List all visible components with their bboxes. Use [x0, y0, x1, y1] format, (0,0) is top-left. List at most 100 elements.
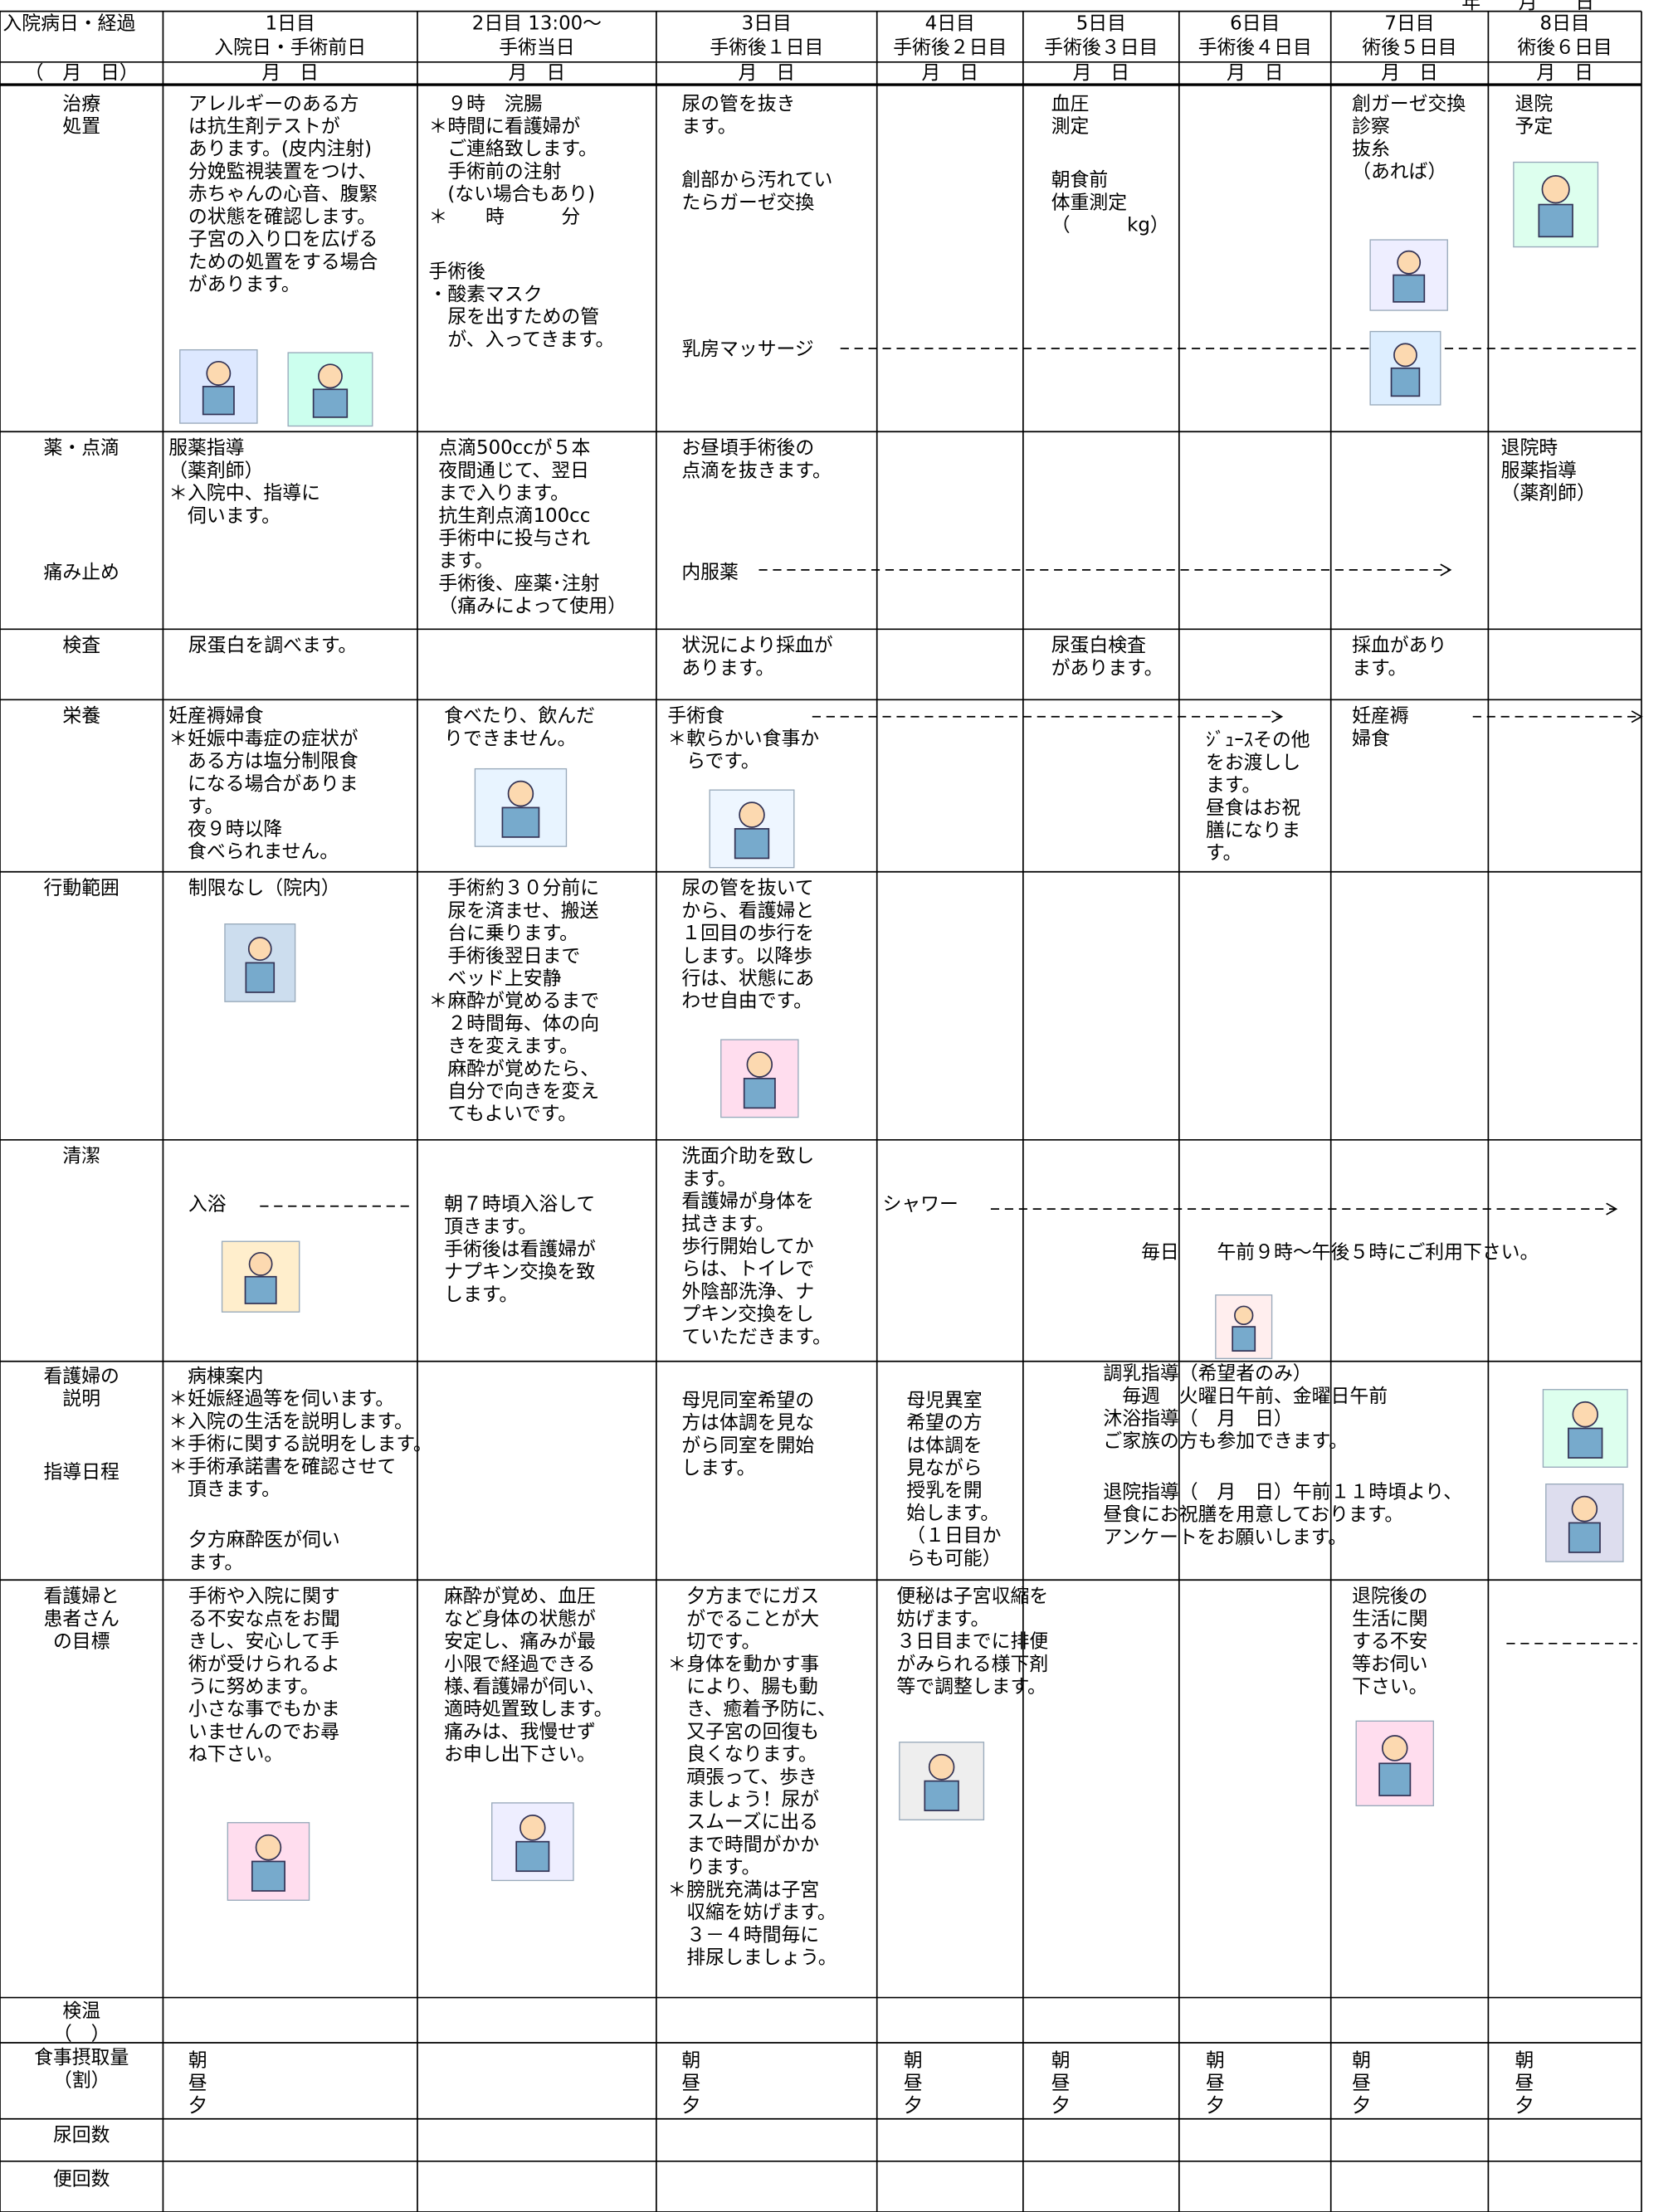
- cell-text: 抗生剤点滴100cc: [438, 505, 590, 527]
- cell-text: ＊麻酔が覚めるまで: [429, 991, 600, 1012]
- cell-text: 昼食はお祝: [1206, 797, 1300, 819]
- cell-text: 手術後翌日まで: [429, 945, 581, 967]
- cell-text: 朝７時頃入浴して: [444, 1193, 595, 1215]
- cell-text: 自分で向きを変え: [429, 1080, 600, 1102]
- row-label: 薬・点滴: [44, 437, 120, 459]
- cell-text: 夕: [1051, 2095, 1071, 2117]
- cell-text: 妊産褥: [1352, 705, 1409, 727]
- cell-text: ベッド上安静: [429, 967, 562, 989]
- illustration: [474, 767, 568, 847]
- cell-text: 頑張って、歩き: [667, 1766, 817, 1788]
- illustration: [179, 348, 258, 424]
- day-header: 術後５日目: [1362, 37, 1456, 58]
- cell-text: いませんのでお尋: [188, 1721, 339, 1742]
- cell-text: 調乳指導（希望者のみ）: [1103, 1363, 1311, 1385]
- cell-text: 授乳を開: [906, 1480, 982, 1502]
- cell-text: ＊身体を動かす事: [667, 1654, 819, 1675]
- cell-text: お申し出下さい。: [444, 1744, 596, 1766]
- cell-text: 手術中に投与され: [438, 528, 590, 549]
- cell-text: 伺います。: [168, 505, 280, 527]
- cell-text: は抗生剤テストが: [188, 115, 340, 137]
- cell-text: きし、安心して手: [188, 1631, 339, 1653]
- cell-text: 朝食前: [1051, 169, 1109, 191]
- icon-head: [746, 1051, 773, 1078]
- icon-head: [206, 360, 232, 386]
- cell-text: 食べたり、飲んだ: [444, 705, 595, 727]
- cell-text: 朝: [188, 2050, 207, 2072]
- icon-body: [202, 386, 235, 416]
- cell-text: ための処置をする場合: [188, 251, 378, 273]
- cell-text: 昼: [188, 2073, 207, 2094]
- cell-text: 夜９時以降: [168, 818, 282, 840]
- cell-text: 退院: [1515, 93, 1554, 114]
- row-label: 食事摂取量: [34, 2047, 129, 2068]
- icon-head: [1393, 343, 1417, 368]
- cell-text: 病棟案内: [168, 1366, 263, 1387]
- icon-head: [507, 780, 534, 807]
- cell-text: 夕: [1352, 2095, 1371, 2117]
- cell-text: ＊妊娠中毒症の症状が: [168, 728, 359, 749]
- cell-text: は体調を: [906, 1435, 982, 1456]
- cell-text: わせ自由です。: [681, 991, 812, 1012]
- cell-text: たらガーゼ交換: [681, 192, 814, 213]
- cell-text: 排尿しましょう。: [667, 1946, 837, 1968]
- day-header: 7日目: [1384, 12, 1434, 34]
- cell-text: ていただきます。: [681, 1326, 831, 1347]
- cell-text: ・酸素マスク: [429, 284, 543, 305]
- date-cell: 月 日: [1227, 62, 1284, 84]
- cell-text: 夕: [1206, 2095, 1225, 2117]
- cell-text: 手術後、座薬･注射: [438, 572, 599, 594]
- cell-text: 夕方麻酔医が伺い: [188, 1529, 340, 1551]
- cell-text: により、腸も動: [667, 1676, 817, 1698]
- cell-text: 創部から汚れてい: [681, 169, 832, 191]
- row-label: 尿回数: [53, 2125, 110, 2146]
- cell-text: 夕方までにガス: [667, 1586, 819, 1607]
- cell-text: ます。: [438, 550, 493, 572]
- cell-text: 歩行開始してか: [681, 1235, 813, 1257]
- cell-text: 様､看護婦が伺い、: [444, 1676, 605, 1698]
- cell-text: 退院時: [1501, 437, 1558, 459]
- cell-text: 希望の方: [906, 1412, 982, 1434]
- cell-text: 血圧: [1051, 93, 1090, 114]
- cell-text: ます。: [681, 115, 736, 137]
- cell-text: の状態を確認します。: [188, 206, 376, 227]
- day-header: 4日目: [925, 12, 975, 34]
- cell-text: 朝: [1206, 2050, 1225, 2072]
- cell-text: 下さい。: [1352, 1676, 1427, 1698]
- cell-text: ＊ 時 分: [429, 206, 581, 227]
- row-label: 検温: [62, 2000, 100, 2022]
- cell-text: 妨げます。: [896, 1608, 989, 1630]
- cell-text: 頂きます。: [444, 1216, 537, 1238]
- cell-text: ご家族の方も参加できます。: [1103, 1430, 1348, 1452]
- date-cell: 月 日: [509, 62, 566, 84]
- cell-text: ご連絡致します。: [429, 139, 598, 160]
- cell-text: 等お伺い: [1352, 1654, 1427, 1675]
- date-label: （ 月 日）: [25, 62, 139, 84]
- illustration: [720, 1039, 799, 1118]
- cell-text: ＊膀胱充満は子宮: [667, 1879, 819, 1901]
- icon-body: [515, 1840, 550, 1873]
- cell-text: 膳になりま: [1206, 820, 1300, 841]
- date-cell: 月 日: [1073, 62, 1130, 84]
- row-label: 清潔: [62, 1146, 100, 1167]
- cell-text: 夕: [1515, 2095, 1534, 2117]
- cell-text: 昼: [904, 2073, 923, 2094]
- row-label: （ ）: [53, 2023, 110, 2044]
- cell-text: 手術約３０分前に: [429, 878, 600, 899]
- icon-body: [245, 962, 276, 993]
- icon-head: [1541, 175, 1570, 204]
- day-header: 手術後１日目: [710, 37, 823, 58]
- day-header: 手術後３日目: [1044, 37, 1158, 58]
- cell-text: 収縮を妨げます。: [667, 1902, 836, 1923]
- cell-text: 朝: [1051, 2050, 1071, 2072]
- cell-text: ＊手術に関する説明をします。: [168, 1434, 432, 1455]
- illustration: [1369, 330, 1441, 406]
- illustration: [899, 1742, 985, 1821]
- cell-text: 小さな事でもかま: [188, 1698, 340, 1720]
- icon-head: [255, 1834, 282, 1861]
- cell-text: 朝: [904, 2050, 923, 2072]
- cell-text: 麻酔が覚めたら、: [429, 1058, 600, 1079]
- day-header: 1日目: [266, 12, 315, 34]
- cell-text: 服薬指導: [168, 437, 244, 459]
